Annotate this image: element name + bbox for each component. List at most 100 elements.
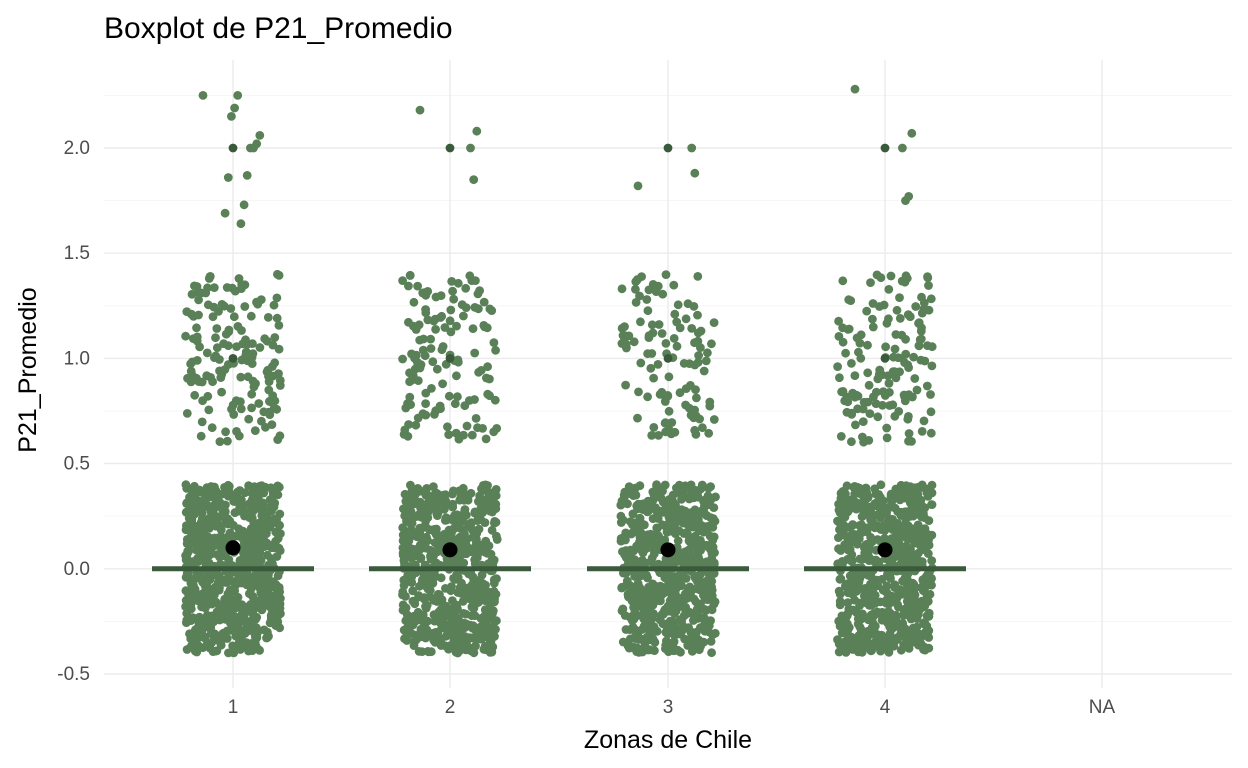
jitter-point (878, 400, 887, 410)
jitter-point (616, 500, 626, 510)
jitter-point (211, 333, 220, 343)
jitter-point (834, 499, 843, 509)
jitter-point (886, 609, 895, 618)
y-tick-label: 1.0 (64, 348, 90, 369)
jitter-point (273, 269, 282, 279)
jitter-point (871, 555, 881, 565)
jitter-point (843, 598, 853, 607)
jitter-point (639, 611, 648, 621)
jitter-point (189, 580, 198, 590)
jitter-point (441, 496, 450, 506)
jitter-point (187, 289, 197, 299)
jitter-point (675, 615, 685, 625)
jitter-point (492, 424, 502, 433)
jitter-point (692, 538, 702, 548)
jitter-point (621, 380, 630, 390)
jitter-point (188, 371, 197, 381)
jitter-point (704, 428, 714, 438)
x-tick-label: NA (1089, 697, 1116, 718)
jitter-point (436, 573, 446, 583)
jitter-point (855, 601, 864, 610)
jitter-point (273, 481, 283, 491)
jitter-point (872, 387, 881, 397)
jitter-point (254, 598, 263, 608)
jitter-point (915, 629, 925, 639)
jitter-point (834, 544, 843, 554)
jitter-point (419, 334, 428, 344)
jitter-point (896, 645, 906, 655)
jitter-point (629, 602, 639, 612)
jitter-point (842, 481, 852, 491)
jitter-point (215, 437, 225, 446)
outlier-point (228, 354, 238, 363)
jitter-point (210, 629, 220, 639)
x-axis-title: Zonas de Chile (584, 726, 752, 754)
jitter-point (863, 368, 873, 378)
jitter-point (886, 491, 896, 501)
jitter-point (855, 338, 865, 348)
jitter-point (918, 534, 928, 544)
jitter-point (212, 515, 222, 525)
jitter-point (688, 522, 698, 532)
jitter-point (686, 552, 695, 562)
jitter-point (185, 615, 195, 625)
jitter-point (666, 581, 675, 591)
jitter-point (182, 307, 192, 316)
jitter-point (864, 380, 874, 390)
jitter-point (218, 629, 228, 639)
jitter-point (699, 527, 708, 537)
jitter-point (451, 554, 461, 563)
jitter-point (681, 314, 691, 324)
jitter-point (834, 316, 843, 326)
jitter-point (859, 437, 868, 447)
jitter-point (467, 430, 477, 440)
jitter-point (434, 633, 443, 643)
jitter-point (430, 538, 440, 548)
jitter-point (274, 543, 284, 553)
jitter-point (191, 545, 201, 555)
jitter-point (464, 643, 474, 653)
jitter-point (638, 625, 647, 634)
jitter-point (413, 358, 422, 367)
jitter-point (187, 515, 197, 524)
jitter-point (916, 334, 926, 344)
jitter-point (707, 648, 716, 658)
jitter-point (865, 409, 875, 418)
jitter-point (709, 503, 719, 512)
jitter-point (914, 318, 924, 327)
jitter-point (432, 501, 441, 511)
jitter-point (247, 513, 257, 523)
jitter-point (473, 516, 482, 525)
jitter-point (427, 631, 437, 640)
jitter-point (877, 607, 887, 617)
jitter-point (261, 508, 271, 518)
jitter-point (914, 548, 923, 558)
jitter-point (246, 143, 255, 153)
jitter-point (272, 293, 282, 303)
jitter-point (421, 305, 430, 314)
jitter-point (473, 423, 482, 433)
jitter-point (219, 339, 229, 349)
jitter-point (404, 420, 413, 429)
jitter-point (238, 534, 248, 543)
jitter-point (479, 297, 489, 307)
jitter-point (198, 91, 208, 100)
jitter-point (840, 637, 850, 647)
jitter-point (470, 303, 480, 312)
jitter-point (686, 586, 695, 596)
jitter-point (686, 381, 695, 390)
jitter-point (917, 557, 927, 566)
jitter-point (842, 611, 852, 621)
jitter-point (214, 636, 224, 646)
jitter-point (876, 273, 886, 283)
jitter-point (914, 341, 924, 351)
jitter-point (487, 306, 497, 315)
jitter-point (454, 534, 464, 543)
jitter-point (915, 605, 924, 615)
jitter-point (677, 494, 686, 504)
chart-title: Boxplot de P21_Promedio (104, 12, 453, 45)
jitter-point (484, 643, 494, 652)
jitter-point (453, 278, 463, 288)
jitter-point (617, 582, 627, 592)
jitter-point (181, 525, 191, 535)
